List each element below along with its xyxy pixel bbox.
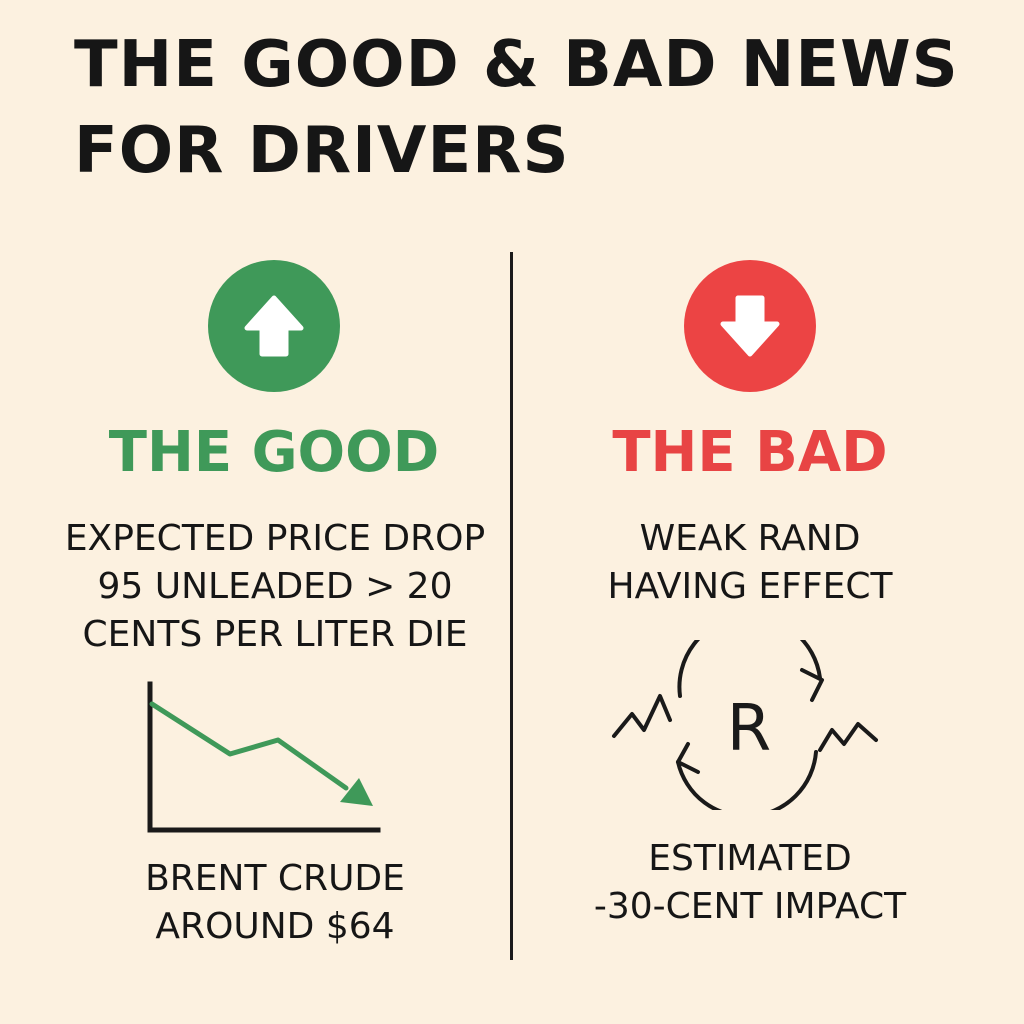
page-title: THE GOOD & BAD NEWS FOR DRIVERS xyxy=(74,22,959,194)
bad-heading: THE BAD xyxy=(612,420,888,485)
cycle-arrow-top xyxy=(677,640,822,698)
good-description-line: CENTS PER LITER DIE xyxy=(82,614,468,655)
volatility-line-left xyxy=(612,694,672,738)
bad-description: WEAK RAND HAVING EFFECT xyxy=(515,515,985,611)
price-drop-chart-icon xyxy=(147,681,381,833)
bad-description-line: WEAK RAND xyxy=(639,518,861,559)
title-line-1: THE GOOD & BAD NEWS xyxy=(74,28,959,102)
rand-exchange-icon: R xyxy=(612,640,878,810)
cycle-arrow-bottom xyxy=(676,750,818,810)
chart-trend-arrowhead xyxy=(340,778,373,806)
cycle-arrowhead-top xyxy=(800,668,824,702)
good-heading: THE GOOD xyxy=(108,420,440,485)
chart-trend-line xyxy=(149,701,349,791)
good-description: EXPECTED PRICE DROP 95 UNLEADED > 20 CEN… xyxy=(40,515,510,659)
rand-symbol: R xyxy=(727,692,771,766)
good-footer-line: AROUND $64 xyxy=(155,906,395,947)
bad-footer: ESTIMATED -30-CENT IMPACT xyxy=(515,835,985,931)
arrow-down-icon xyxy=(684,260,816,392)
bad-footer-line: -30-CENT IMPACT xyxy=(593,886,907,927)
good-footer-line: BRENT CRUDE xyxy=(145,858,405,899)
chart-axes xyxy=(147,681,381,833)
bad-description-line: HAVING EFFECT xyxy=(607,566,893,607)
good-description-line: 95 UNLEADED > 20 xyxy=(97,566,453,607)
title-line-2: FOR DRIVERS xyxy=(74,114,570,188)
column-divider xyxy=(510,252,513,960)
good-description-line: EXPECTED PRICE DROP xyxy=(64,518,486,559)
good-footer: BRENT CRUDE AROUND $64 xyxy=(40,855,510,951)
cycle-arrowhead-bottom xyxy=(676,742,700,774)
arrow-up-icon xyxy=(208,260,340,392)
volatility-line-right xyxy=(818,722,878,752)
bad-footer-line: ESTIMATED xyxy=(648,838,852,879)
